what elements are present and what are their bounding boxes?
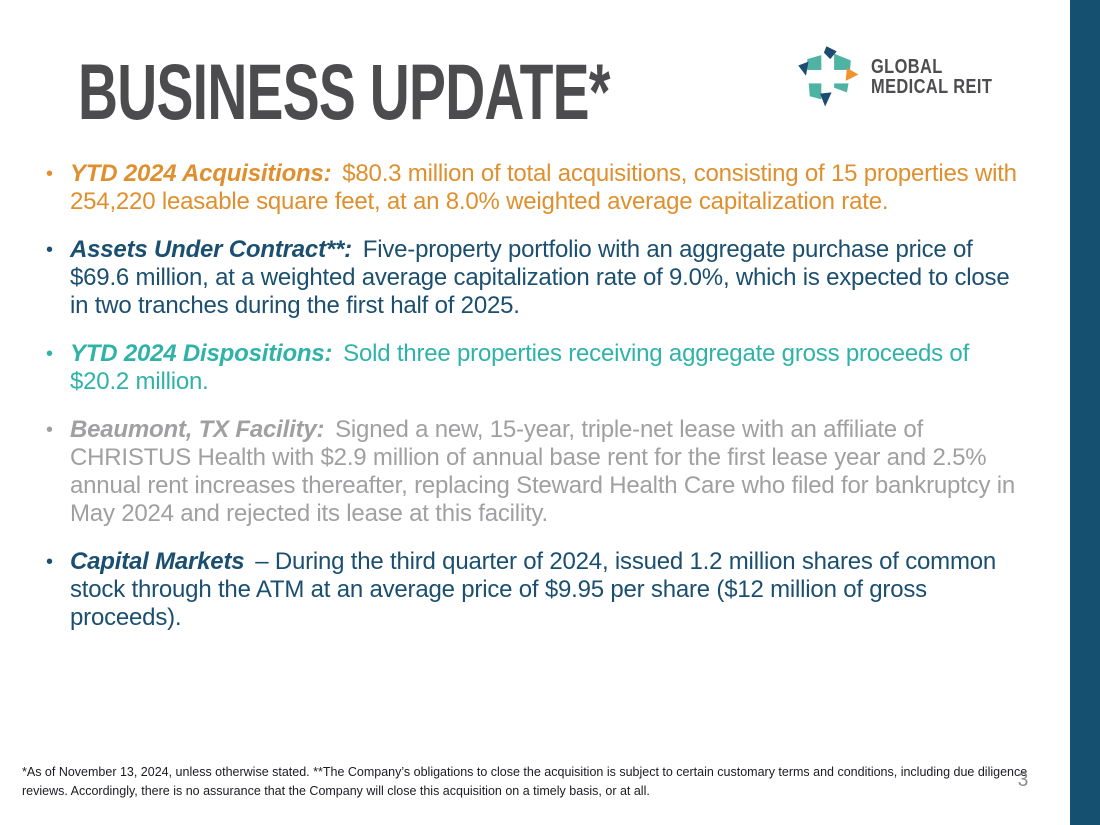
bullet-lead: Capital Markets bbox=[70, 548, 245, 575]
bullet-dot-icon: • bbox=[46, 163, 54, 185]
bullet-body: – During the third quarter of 2024, issu… bbox=[70, 548, 997, 631]
bullet-lead: YTD 2024 Dispositions: bbox=[70, 340, 333, 367]
bullet-body: Sold three properties receiving aggregat… bbox=[70, 340, 970, 395]
bullet-text: Assets Under Contract**: Five-property po… bbox=[70, 236, 1022, 320]
bullet-capital-markets: • Capital Markets – During the third quar… bbox=[40, 548, 1030, 632]
bullet-assets-under-contract: • Assets Under Contract**: Five-property … bbox=[40, 236, 1030, 320]
bullet-body: $80.3 million of total acquisitions, con… bbox=[70, 160, 1017, 215]
bullet-text: YTD 2024 Dispositions: Sold three propert… bbox=[70, 340, 1022, 396]
right-accent-bar bbox=[1070, 0, 1100, 825]
bullet-beaumont-tx-facility: • Beaumont, TX Facility: Signed a new, 15… bbox=[40, 416, 1030, 528]
bullet-lead: Beaumont, TX Facility: bbox=[70, 416, 325, 443]
page-number: 3 bbox=[1017, 770, 1029, 791]
logo-wordmark: GLOBAL MEDICAL REIT bbox=[871, 55, 993, 98]
bullet-ytd-2024-acquisitions: • YTD 2024 Acquisitions: $80.3 million of… bbox=[40, 160, 1030, 216]
bullet-lead: Assets Under Contract**: bbox=[70, 236, 352, 263]
logo-wordmark-line2: MEDICAL REIT bbox=[871, 76, 993, 98]
bullet-lead: YTD 2024 Acquisitions: bbox=[70, 160, 332, 187]
bullet-text: Capital Markets – During the third quarte… bbox=[70, 548, 1022, 632]
bullet-dot-icon: • bbox=[46, 551, 54, 573]
bullet-dot-icon: • bbox=[46, 239, 54, 261]
bullet-body: Signed a new, 15-year, triple-net lease … bbox=[70, 416, 1015, 527]
bullet-text: Beaumont, TX Facility: Signed a new, 15-y… bbox=[70, 416, 1022, 528]
bullet-body: Five-property portfolio with an aggregat… bbox=[70, 236, 1010, 319]
logo-wordmark-line1: GLOBAL bbox=[871, 55, 943, 78]
bullet-ytd-2024-dispositions: • YTD 2024 Dispositions: Sold three prope… bbox=[40, 340, 1030, 396]
bullet-dot-icon: • bbox=[46, 419, 54, 441]
bullet-text: YTD 2024 Acquisitions: $80.3 million of t… bbox=[70, 160, 1022, 216]
page-title: BUSINESS UPDATE* bbox=[78, 47, 610, 136]
footnote: *As of November 13, 2024, unless otherwi… bbox=[22, 765, 1028, 798]
bullet-list: • YTD 2024 Acquisitions: $80.3 million of… bbox=[40, 160, 1030, 632]
company-logo: GLOBAL MEDICAL REIT bbox=[797, 45, 1019, 109]
global-medical-reit-logo-icon bbox=[798, 46, 859, 107]
bullet-dot-icon: • bbox=[46, 343, 54, 365]
